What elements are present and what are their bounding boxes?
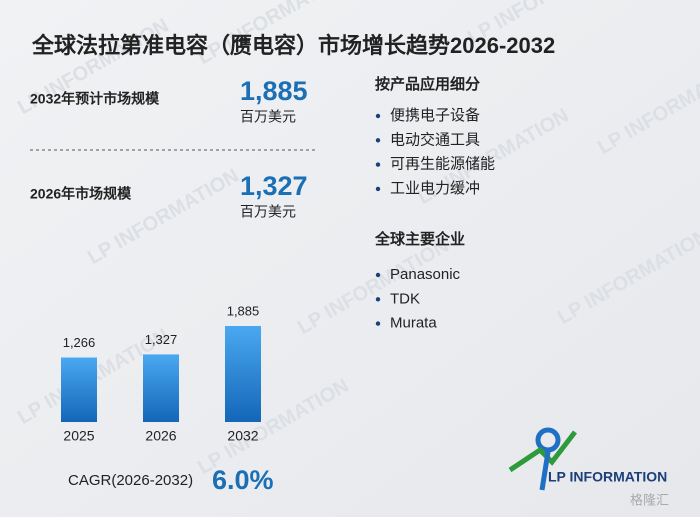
bullet <box>375 113 381 119</box>
bar <box>225 326 261 422</box>
list-item: TDK <box>390 290 420 307</box>
source-watermark: 格隆汇 <box>630 492 669 507</box>
title: 全球法拉第准电容（赝电容）市场增长趋势2026-2032 <box>31 33 555 58</box>
bar <box>61 357 97 422</box>
section-title: 按产品应用细分 <box>375 75 480 93</box>
data-label: 1,327 <box>145 332 178 347</box>
list-item: 电动交通工具 <box>390 130 480 148</box>
x-tick-label: 2026 <box>145 428 176 444</box>
metric-label: 2026年市场规模 <box>30 186 132 202</box>
bar <box>143 354 179 422</box>
list-item: Panasonic <box>390 266 461 283</box>
bullet <box>375 321 381 326</box>
bullet <box>375 162 381 167</box>
section-title: 全球主要企业 <box>374 230 465 248</box>
cagr-label: CAGR(2026-2032) <box>68 472 193 489</box>
list-item: 便携电子设备 <box>390 107 480 124</box>
logo-icon <box>539 451 551 491</box>
bullet <box>375 272 381 278</box>
data-label: 1,266 <box>63 335 96 350</box>
bullet <box>375 138 381 143</box>
metric-unit: 百万美元 <box>240 109 296 125</box>
logo-text: LP INFORMATION <box>548 469 667 485</box>
list-item: Murata <box>390 315 437 332</box>
data-label: 1,885 <box>227 303 260 318</box>
cagr-value: 6.0% <box>212 465 274 495</box>
logo-icon <box>535 427 561 453</box>
metric-label: 2032年预计市场规模 <box>30 91 160 107</box>
logo: LP INFORMATION <box>508 427 667 491</box>
metric-unit: 百万美元 <box>240 204 296 220</box>
bullet <box>375 186 381 192</box>
bullet <box>375 297 381 302</box>
x-tick-label: 2025 <box>63 428 94 444</box>
metric-value: 1,327 <box>240 171 308 201</box>
x-tick-label: 2032 <box>227 428 258 444</box>
list-item: 可再生能源储能 <box>390 156 495 173</box>
metric-value: 1,885 <box>240 76 308 106</box>
list-item: 工业电力缓冲 <box>390 180 480 197</box>
